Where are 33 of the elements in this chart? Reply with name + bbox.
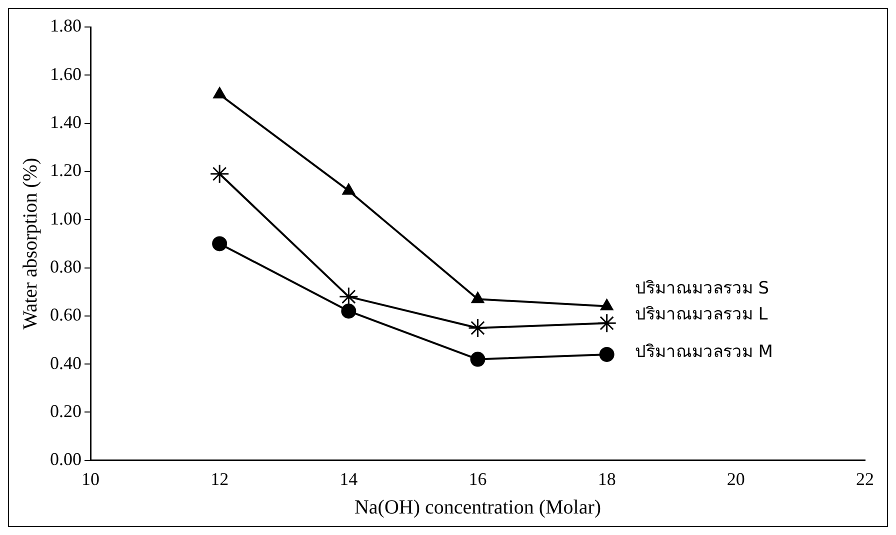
point: [212, 236, 228, 252]
y-tick-label: 0.20: [50, 400, 82, 421]
x-axis-title: Na(OH) concentration (Molar): [354, 496, 602, 518]
point: [210, 164, 230, 184]
point: [341, 304, 356, 319]
point: [342, 183, 356, 195]
y-tick-label: 0.80: [50, 256, 82, 277]
point: [597, 313, 617, 333]
x-tick-label: 22: [856, 468, 874, 489]
x-tick-label: 20: [726, 468, 745, 489]
y-axis-title: Water absorption (%): [19, 158, 42, 330]
point: [599, 346, 614, 362]
y-tick-label: 0.60: [50, 304, 82, 325]
series-label: ปริมาณมวลรวม M: [634, 342, 773, 362]
point: [471, 292, 484, 304]
point: [470, 352, 486, 367]
x-tick-label: 14: [340, 468, 358, 489]
y-tick-label: 0.00: [50, 449, 82, 470]
y-tick-label: 0.40: [50, 352, 82, 373]
y-tick-label: 1.20: [50, 160, 82, 180]
point: [600, 298, 614, 310]
y-tick-label: 1.60: [50, 64, 82, 84]
y-tick-label: 1.40: [50, 112, 82, 132]
x-tick-label: 12: [210, 468, 229, 489]
point: [213, 86, 226, 98]
series-label: ปริมาณมวลรวม S: [634, 278, 770, 299]
y-tick-label: 1.00: [50, 208, 82, 228]
x-tick-label: 16: [468, 468, 487, 489]
series-label: ปริมาณมวลรวม L: [634, 304, 768, 325]
x-tick-label: 10: [82, 468, 100, 489]
y-tick-label: 1.80: [50, 16, 82, 36]
point: [468, 318, 488, 338]
x-tick-label: 18: [598, 468, 616, 489]
